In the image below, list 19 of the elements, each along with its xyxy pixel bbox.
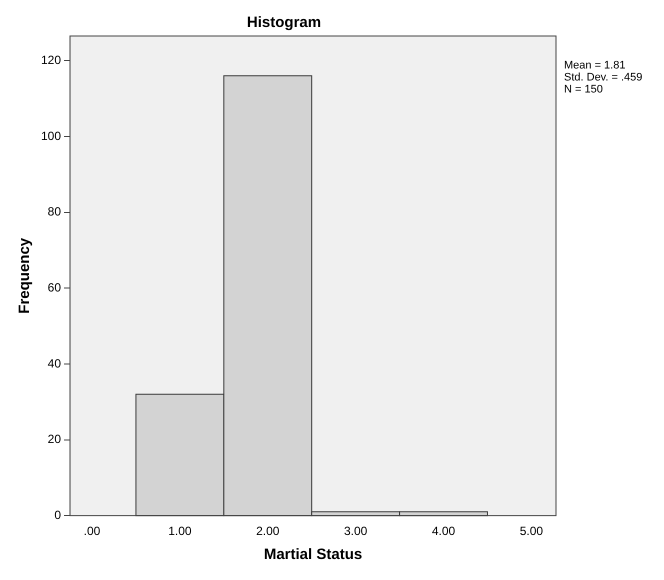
text: Std. Dev. = .459 [564,72,642,84]
y-tick-label: 0 [54,508,62,522]
x-tick-label: 1.00 [168,524,192,538]
y-tick-label: 60 [48,280,62,294]
y-tick-label: 100 [40,128,62,143]
x-tick-label: 5.00 [520,524,544,538]
x-tick-label: 3.00 [344,524,368,538]
x-tick-label: .00 [84,524,101,538]
text: Mean = 1.81 [564,60,626,72]
text: N = 150 [564,84,603,96]
x-tick-label: 2.00 [256,524,280,538]
y-tick-label: 120 [40,52,62,67]
y-tick-label: 40 [48,356,62,370]
chart-title: Histogram [246,14,322,32]
y-tick-label: 20 [48,432,62,446]
x-tick-label: 4.00 [432,524,456,538]
y-axis-title: Frequency [16,237,34,314]
x-axis-title: Martial Status [264,546,362,564]
y-tick-label: 80 [48,204,62,219]
